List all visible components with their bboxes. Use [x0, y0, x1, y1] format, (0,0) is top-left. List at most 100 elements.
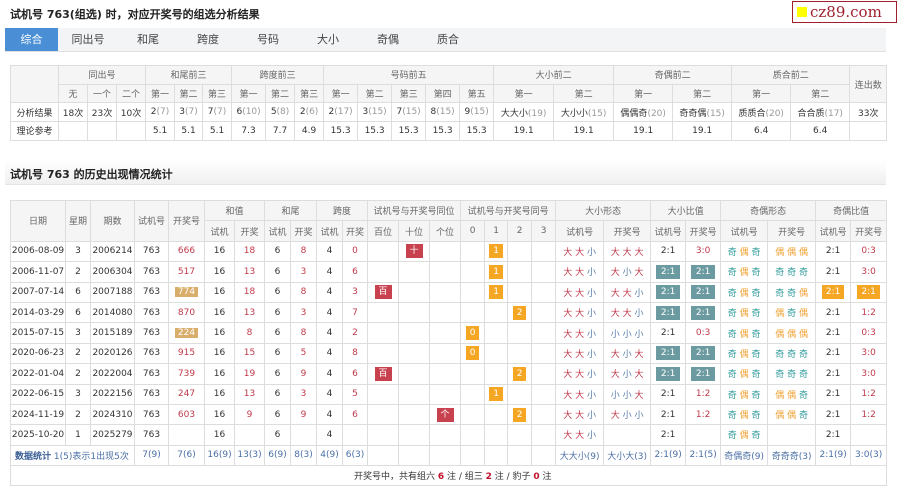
form-char: 大 [634, 390, 644, 401]
form-char: 大 [575, 370, 585, 381]
tail-trial: 6 [264, 301, 292, 324]
stat-dx: 大小大(3) [603, 444, 652, 467]
tail-draw: 3 [290, 383, 318, 405]
history-row: 2024-11-19 2 2024310 763 603 16 9 6 9 4 6 个 2 大 大 小大 … [10, 403, 888, 426]
position-cell: 个 [429, 403, 462, 426]
history-section-header: 试机号 763 的历史出现情况统计 [5, 160, 886, 185]
form-char: 小 [586, 370, 596, 381]
form-char: 偶 [787, 247, 797, 258]
tail-draw: 8 [290, 322, 318, 344]
form-char: 小 [622, 268, 632, 279]
result-count: (15) [470, 107, 489, 118]
form-char: 偶 [739, 390, 749, 401]
date-cell: 2006-08-09 [10, 240, 66, 263]
form-char: 小 [586, 349, 596, 360]
same-cell [507, 261, 533, 283]
result-last: 33次 [849, 102, 888, 123]
tab-2[interactable]: 和尾 [137, 33, 159, 46]
same-cell [507, 240, 533, 263]
span-trial: 4 [316, 322, 344, 344]
result-value: 7 [207, 107, 214, 118]
parity-ratio: 2:1 [815, 322, 852, 344]
position-cell [367, 424, 400, 446]
position-cell [367, 403, 400, 426]
form-char: 奇 [751, 349, 761, 360]
size-ratio: 2:1 [650, 322, 687, 344]
span-trial: 4 [316, 383, 344, 405]
subheader: 第三 [294, 83, 325, 104]
reference-cell: 15.3 [391, 121, 427, 141]
tail-trial: 6 [264, 342, 292, 365]
draw-cell: 915 [168, 342, 205, 365]
subheader: 3 [531, 220, 557, 242]
history-row: 2006-08-09 3 2006214 763 666 16 18 6 8 4 0 十 1 大 大 小大… [10, 240, 888, 263]
reference-cell: 19.1 [672, 121, 733, 141]
size-ratio: 2:1 [685, 281, 722, 303]
same-cell [507, 322, 533, 344]
same-cell [484, 363, 509, 385]
parity-ratio: 2:1 [815, 301, 852, 324]
sum-draw: 8 [233, 322, 266, 344]
tail-draw: 8 [290, 281, 318, 303]
tab-4[interactable]: 号码 [257, 33, 279, 46]
draw-cell: 517 [168, 261, 205, 283]
form-char: 大 [610, 370, 620, 381]
tail-trial: 6 [264, 322, 292, 344]
same-cell [460, 403, 486, 426]
size-form: 大 大 小 [555, 383, 605, 405]
subheader: 开奖号 [850, 220, 888, 242]
ratio-mark: 2:1 [655, 264, 681, 279]
form-char: 奇 [775, 370, 785, 381]
draw-number: 603 [177, 409, 196, 420]
footer-text: 注 / 豹子 [491, 472, 534, 483]
form-char: 小 [634, 329, 644, 340]
form-char: 奇 [799, 390, 809, 401]
footer-text: 开奖号中，共有组六 [354, 472, 438, 483]
form-char: 偶 [775, 390, 785, 401]
form-char: 偶 [739, 370, 749, 381]
reference-cell [115, 121, 147, 141]
tab-0[interactable]: 综合 [5, 28, 58, 51]
parity-form: 奇 偶 奇 [720, 342, 769, 365]
tab-7[interactable]: 质合 [437, 33, 459, 46]
position-cell [429, 240, 462, 263]
reference-cell: 15.3 [357, 121, 393, 141]
form-char: 奇 [751, 431, 761, 442]
form-char: 大 [575, 247, 585, 258]
issue-cell: 2024310 [90, 403, 135, 426]
size-form: 大 大 小 [603, 281, 652, 303]
size-form: 大 大 小 [555, 281, 605, 303]
position-cell [398, 383, 431, 405]
tab-5[interactable]: 大小 [317, 33, 339, 46]
size-form: 大 大 小 [555, 424, 605, 446]
same-cell: 0 [460, 342, 486, 365]
result-count: (7) [156, 107, 170, 118]
result-count: (20) [765, 108, 784, 119]
parity-form: 偶 偶 奇 [767, 403, 817, 426]
size-form: 大 大 小 [555, 301, 605, 324]
form-char: 大 [563, 247, 573, 258]
form-char: 大 [610, 309, 620, 320]
position-cell [367, 240, 400, 263]
form-char: 奇 [727, 288, 737, 299]
tab-6[interactable]: 奇偶 [377, 33, 399, 46]
parity-ratio: 1:2 [850, 301, 888, 324]
tab-1[interactable]: 同出号 [71, 33, 105, 46]
size-ratio: 2:1 [685, 342, 722, 365]
issue-cell: 2020126 [90, 342, 135, 365]
parity-ratio: 2:1 [815, 240, 852, 263]
draw-cell: 870 [168, 301, 205, 324]
trial-cell: 763 [134, 403, 169, 426]
position-cell [398, 281, 431, 303]
sum-draw: 13 [233, 261, 266, 283]
tab-3[interactable]: 跨度 [197, 33, 219, 46]
result-cell: 8(15) [425, 102, 461, 123]
form-char: 奇 [787, 268, 797, 279]
form-char: 小 [586, 329, 596, 340]
form-char: 偶 [775, 247, 785, 258]
form-char: 奇 [751, 288, 761, 299]
subheader: 第一 [731, 83, 792, 104]
ratio-mark: 2:1 [655, 346, 681, 361]
position-cell: 百 [367, 281, 400, 303]
form-char: 小 [586, 390, 596, 401]
